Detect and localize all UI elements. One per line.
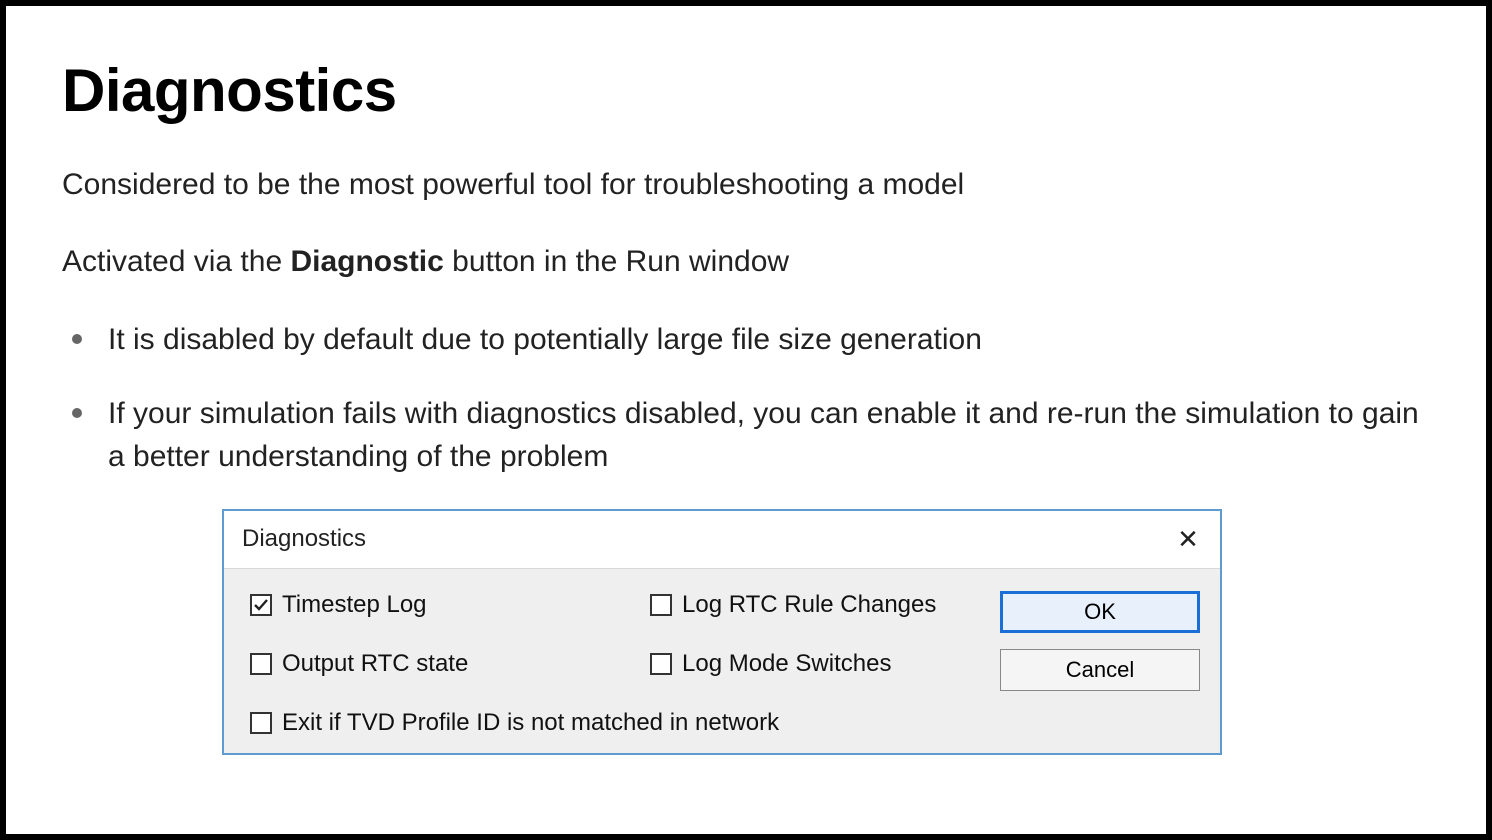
page-title: Diagnostics	[62, 56, 1430, 125]
checkbox-log-rtc-rule[interactable]: Log RTC Rule Changes	[650, 591, 990, 619]
cancel-button[interactable]: Cancel	[1000, 649, 1200, 691]
checkbox-box-icon	[250, 712, 272, 734]
bullet-item: It is disabled by default due to potenti…	[62, 318, 1430, 362]
checkbox-box-icon	[650, 594, 672, 616]
slide: Diagnostics Considered to be the most po…	[0, 0, 1492, 840]
checkbox-exit-tvd[interactable]: Exit if TVD Profile ID is not matched in…	[250, 709, 990, 737]
checkbox-timestep-log[interactable]: Timestep Log	[250, 591, 640, 619]
checkbox-label: Timestep Log	[282, 591, 427, 619]
ok-button[interactable]: OK	[1000, 591, 1200, 633]
lead2-post: button in the Run window	[444, 245, 789, 278]
bullet-list: It is disabled by default due to potenti…	[62, 318, 1430, 479]
checkbox-box-icon	[650, 653, 672, 675]
lead-paragraph-2: Activated via the Diagnostic button in t…	[62, 242, 1430, 283]
checkbox-output-rtc-state[interactable]: Output RTC state	[250, 650, 640, 678]
bullet-item: If your simulation fails with diagnostic…	[62, 392, 1430, 479]
checkbox-log-mode-switches[interactable]: Log Mode Switches	[650, 650, 990, 678]
diagnostics-dialog: Diagnostics ✕ Timestep Log Log RTC Rule …	[222, 509, 1222, 755]
checkbox-label: Log Mode Switches	[682, 650, 891, 678]
dialog-title: Diagnostics	[242, 525, 366, 553]
checkbox-label: Exit if TVD Profile ID is not matched in…	[282, 709, 779, 737]
checkbox-label: Log RTC Rule Changes	[682, 591, 936, 619]
dialog-buttons: OK Cancel	[1000, 591, 1200, 691]
lead2-bold: Diagnostic	[290, 245, 443, 278]
close-icon[interactable]: ✕	[1168, 524, 1208, 555]
checkbox-box-icon	[250, 653, 272, 675]
checkbox-box-icon	[250, 594, 272, 616]
lead-paragraph-1: Considered to be the most powerful tool …	[62, 165, 1430, 206]
checkbox-label: Output RTC state	[282, 650, 468, 678]
lead2-pre: Activated via the	[62, 245, 290, 278]
dialog-titlebar: Diagnostics ✕	[224, 511, 1220, 569]
dialog-body: Timestep Log Log RTC Rule Changes OK Can…	[224, 569, 1220, 753]
